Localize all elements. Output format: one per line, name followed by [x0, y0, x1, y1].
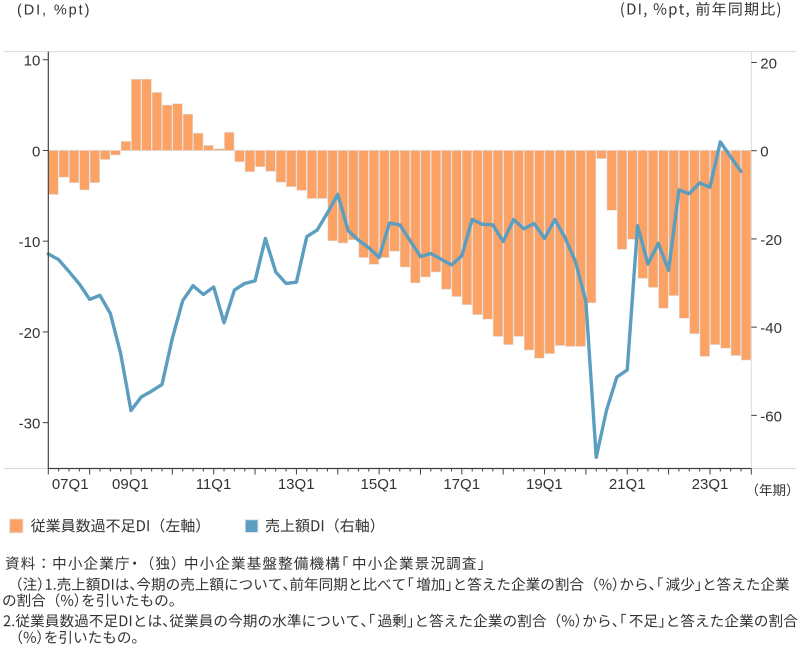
svg-text:21Q1: 21Q1 — [609, 476, 646, 493]
svg-text:07Q1: 07Q1 — [52, 476, 89, 493]
svg-text:10: 10 — [24, 53, 41, 70]
svg-text:-10: -10 — [19, 234, 41, 251]
svg-text:-60: -60 — [760, 408, 782, 425]
svg-text:15Q1: 15Q1 — [361, 476, 398, 493]
svg-text:-30: -30 — [19, 416, 41, 433]
svg-text:0: 0 — [760, 144, 768, 161]
svg-text:(DI, %pt): (DI, %pt) — [17, 3, 91, 19]
svg-text:17Q1: 17Q1 — [443, 476, 480, 493]
svg-text:11Q1: 11Q1 — [196, 476, 232, 493]
svg-text:-20: -20 — [760, 232, 782, 249]
svg-text:23Q1: 23Q1 — [692, 476, 729, 493]
svg-text:19Q1: 19Q1 — [526, 476, 563, 493]
svg-text:-40: -40 — [760, 320, 782, 337]
svg-text:09Q1: 09Q1 — [112, 476, 149, 493]
svg-text:0: 0 — [32, 143, 40, 160]
svg-text:-20: -20 — [19, 325, 41, 342]
svg-text:20: 20 — [760, 55, 777, 72]
svg-text:13Q1: 13Q1 — [278, 476, 315, 493]
